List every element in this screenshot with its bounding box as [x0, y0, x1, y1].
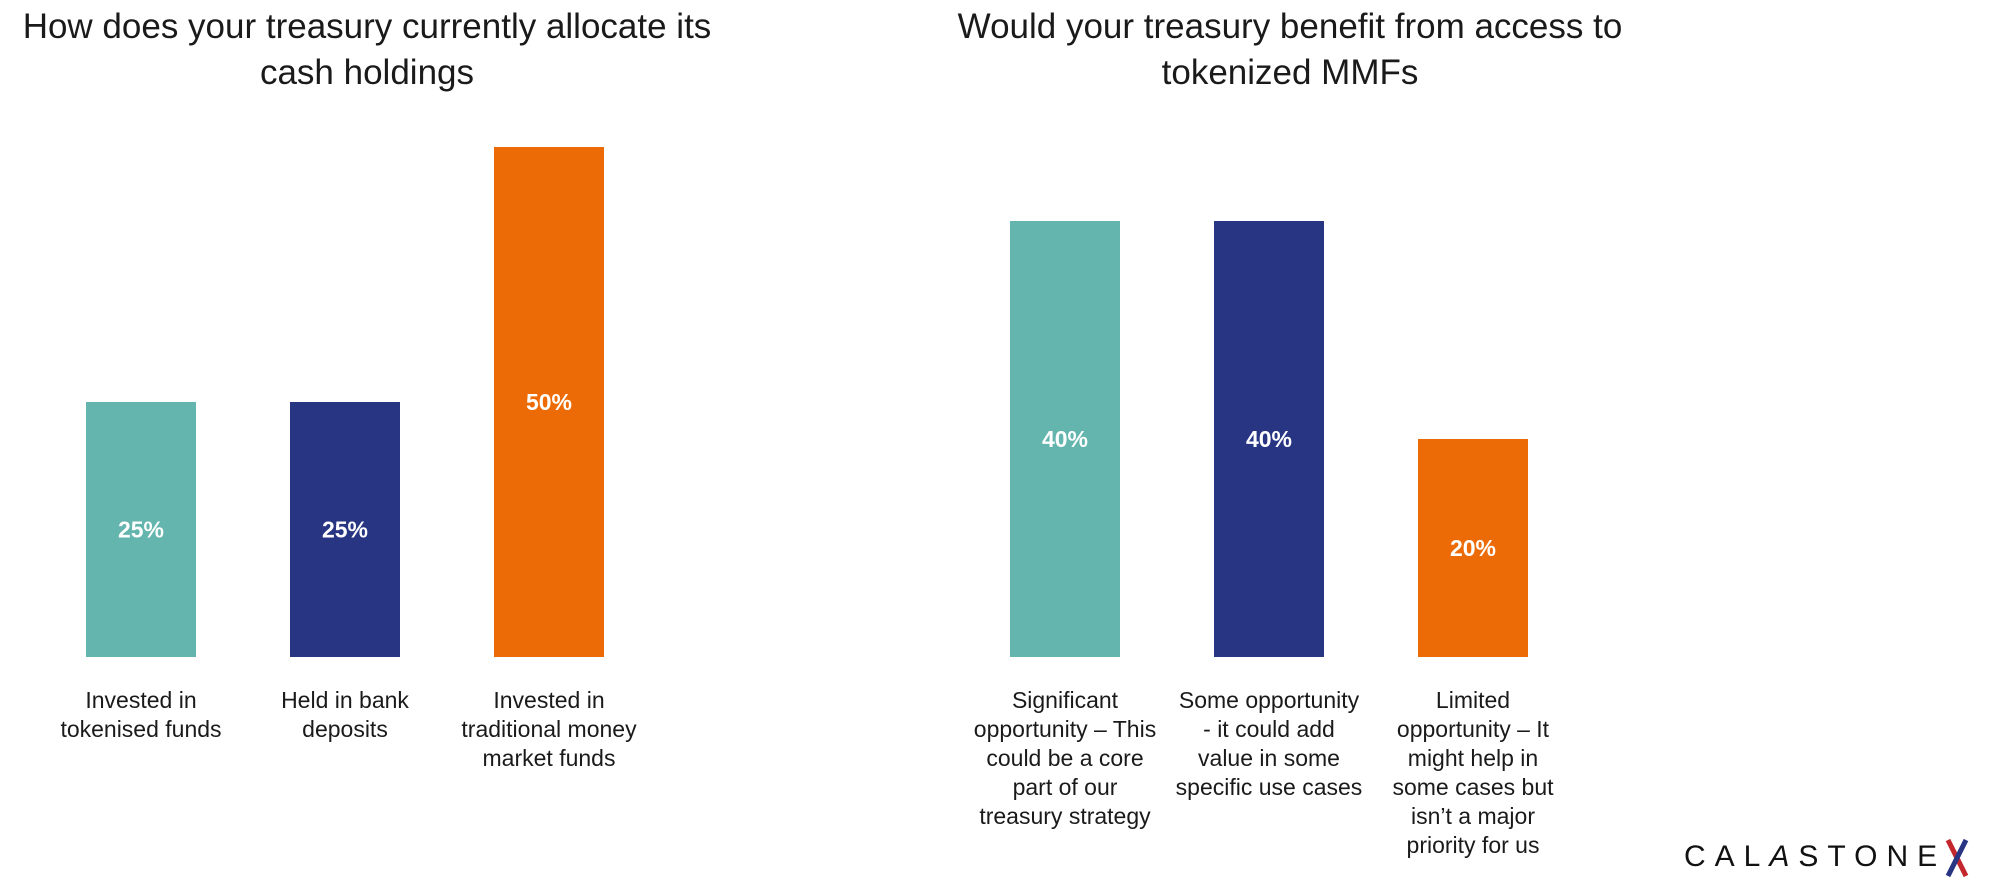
category-label: Limited opportunity – It might help in s… — [1392, 687, 1554, 858]
data-label: 40% — [1042, 426, 1088, 452]
bar — [86, 402, 196, 657]
chart-1-title: How does your treasury currently allocat… — [22, 7, 712, 92]
data-label: 50% — [526, 389, 572, 415]
category-label: Held in bank deposits — [281, 687, 409, 742]
category-label: Invested in tokenised funds — [60, 687, 222, 742]
logo-x-icon — [1945, 838, 1969, 878]
category-label: Invested in traditional money market fun… — [461, 687, 637, 771]
calastone-logo: CALASTONE — [1684, 840, 1947, 873]
bar — [1418, 439, 1528, 657]
category-label: Some opportunity - it could add value in… — [1175, 687, 1363, 800]
data-label: 25% — [322, 517, 368, 543]
bar — [1214, 221, 1324, 657]
data-label: 40% — [1246, 426, 1292, 452]
category-label: Significant opportunity – This could be … — [973, 687, 1157, 829]
chart-2-title: Would your treasury benefit from access … — [957, 7, 1623, 92]
bar — [290, 402, 400, 657]
bar — [494, 147, 604, 657]
data-label: 25% — [118, 517, 164, 543]
data-label: 20% — [1450, 535, 1496, 561]
bar — [1010, 221, 1120, 657]
